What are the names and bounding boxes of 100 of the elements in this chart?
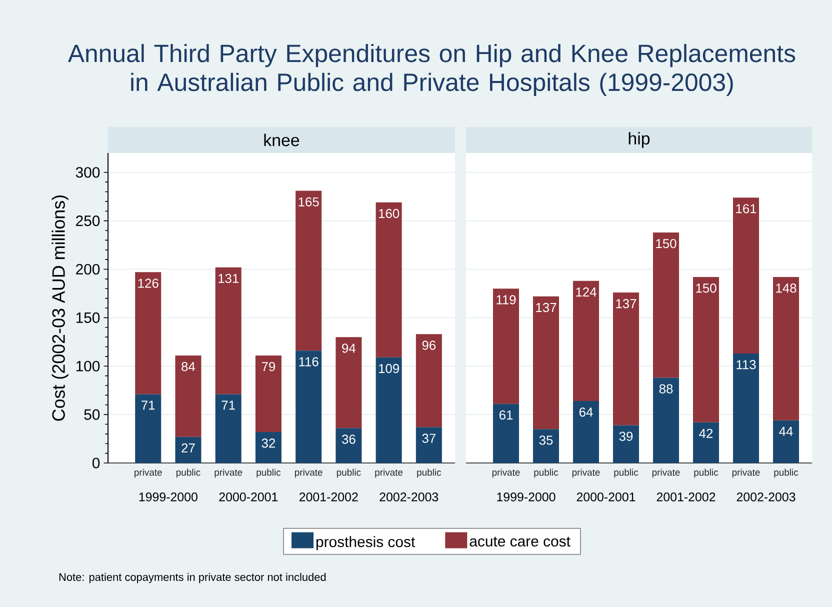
x-tick-label: public — [256, 468, 281, 478]
text: 2001-2002 — [299, 492, 358, 502]
x-tick-label: private — [572, 468, 600, 478]
x-tick-label: public — [694, 468, 718, 478]
data-label: 161 — [736, 204, 756, 214]
y-tick-label: 200 — [76, 264, 100, 275]
y-axis-title: Cost (2002-03 AUD millions) — [52, 196, 68, 421]
y-tick-label: 100 — [76, 360, 100, 372]
text: 2002-2003 — [380, 492, 438, 502]
data-label: 39 — [619, 432, 633, 441]
bar — [255, 432, 282, 464]
data-label: 94 — [342, 344, 356, 353]
bar — [533, 429, 560, 464]
data-label: 124 — [576, 287, 596, 296]
bar — [296, 350, 322, 464]
bar — [416, 334, 442, 428]
x-tick-label: private — [134, 468, 162, 478]
text: 1999-2000 — [139, 492, 198, 502]
x-tick-label: public — [614, 468, 638, 478]
text: 2002-2003 — [736, 492, 796, 502]
bar — [376, 202, 402, 358]
y-tick-label: 150 — [76, 312, 100, 323]
data-label: 137 — [536, 302, 556, 312]
text: 2001-2002 — [656, 492, 716, 502]
data-label: 116 — [299, 357, 318, 366]
x-tick-label: private — [652, 468, 680, 478]
bar — [135, 394, 162, 464]
text: 2000-2001 — [219, 492, 278, 502]
text: 2000-2001 — [576, 492, 636, 502]
data-label: 61 — [499, 410, 513, 420]
data-label: 160 — [378, 208, 400, 218]
bar — [493, 288, 520, 404]
y-tick-label: 50 — [84, 409, 100, 420]
x-tick-label: public — [534, 468, 558, 478]
x-tick-label: private — [732, 468, 760, 478]
data-label: 84 — [182, 362, 196, 372]
bar — [733, 198, 760, 354]
data-label: 96 — [422, 340, 436, 350]
data-label: 35 — [539, 436, 553, 445]
bar — [493, 404, 520, 464]
text: 1999-2000 — [497, 492, 556, 502]
data-label: 37 — [422, 434, 436, 443]
chart-subtitle: hip — [628, 132, 650, 148]
data-label: 36 — [342, 434, 356, 444]
chart-title: Annual Third Party Expenditures on Hip and Knee Replacements in Australian Public and Private Hospitals (1999-2003) — [68, 44, 796, 96]
x-tick-label: private — [375, 468, 403, 478]
y-tick-label: 300 — [76, 167, 100, 178]
bar — [693, 277, 720, 422]
bar — [215, 394, 242, 464]
data-label: 150 — [656, 238, 676, 248]
bar — [296, 190, 322, 351]
data-label: 79 — [262, 362, 276, 372]
data-label: 109 — [378, 364, 400, 374]
legend-label: acute care cost — [470, 536, 570, 547]
data-label: 150 — [696, 284, 716, 293]
data-label: 165 — [298, 197, 319, 206]
y-tick-label: 0 — [92, 458, 100, 468]
chart-subtitle: knee — [264, 134, 300, 146]
bar — [336, 337, 362, 428]
x-tick-label: private — [294, 468, 322, 478]
bar — [175, 436, 202, 464]
data-label: 42 — [699, 428, 713, 438]
bar — [653, 232, 680, 378]
bar — [653, 378, 680, 464]
bar — [573, 280, 600, 402]
bar — [773, 420, 800, 464]
x-tick-label: public — [176, 468, 200, 478]
legend-label: prosthesis cost — [316, 536, 416, 550]
bar — [733, 354, 760, 464]
bar — [215, 267, 242, 394]
x-tick-label: public — [336, 468, 361, 478]
data-label: 71 — [222, 400, 235, 410]
data-label: 148 — [776, 284, 796, 293]
text: Note: patient copayments in private sector not included — [59, 572, 326, 584]
data-label: 64 — [579, 408, 593, 417]
data-label: 119 — [496, 295, 516, 304]
data-label: 113 — [736, 360, 756, 370]
data-label: 71 — [142, 400, 155, 410]
x-tick-label: private — [492, 468, 520, 478]
bar — [376, 357, 402, 464]
x-tick-label: public — [774, 468, 798, 478]
bar — [573, 401, 600, 464]
bar — [336, 428, 362, 464]
bar — [773, 277, 800, 420]
data-label: 32 — [262, 438, 276, 448]
bar — [135, 272, 162, 394]
data-label: 126 — [138, 278, 158, 288]
x-tick-label: private — [214, 468, 242, 478]
bar — [693, 422, 720, 464]
data-label: 27 — [182, 443, 195, 452]
data-label: 44 — [779, 426, 793, 436]
data-label: 137 — [616, 299, 636, 308]
data-label: 131 — [218, 274, 239, 284]
bar — [533, 296, 560, 430]
bar — [613, 292, 640, 426]
bar — [175, 355, 202, 437]
bar — [255, 355, 282, 432]
y-tick-label: 250 — [76, 216, 100, 226]
x-tick-label: public — [417, 468, 442, 478]
data-label: 88 — [659, 384, 673, 394]
